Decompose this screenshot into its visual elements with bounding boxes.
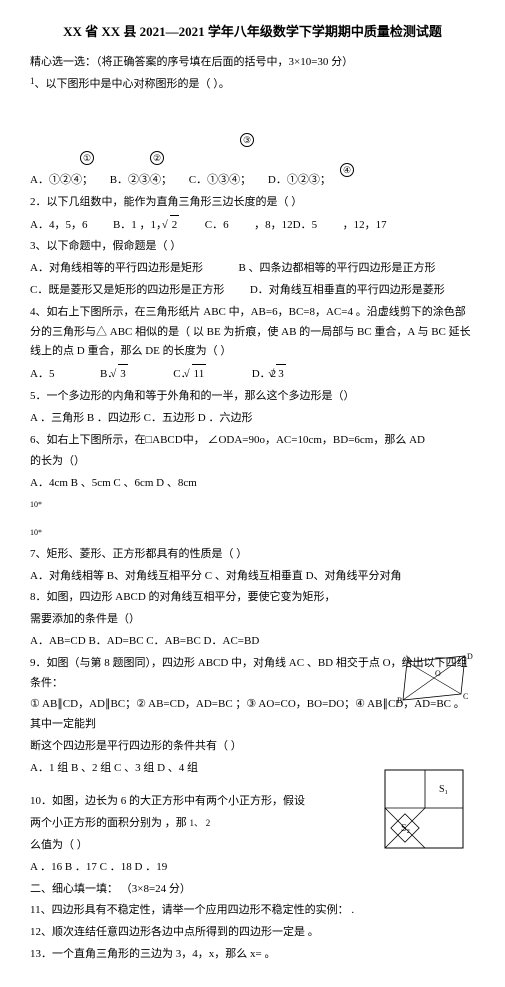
q2-opt-c: C．6 xyxy=(205,219,229,231)
q6-text: 6、如右上下图所示，在□ABCD中， ∠ODA=90o，AC=10cm，BD=6… xyxy=(30,431,475,451)
q3-row1: A．对角线相等的平行四边形是矩形 B 、四条边都相等的平行四边形是正方形 xyxy=(30,259,475,279)
svg-text:A: A xyxy=(404,654,410,663)
q1-options: A．①②④； B．②③④； C．①③④； D．①②③； xyxy=(30,171,475,191)
sqrt-icon: 2 xyxy=(170,215,180,236)
q2-text: 2．以下几组数中，能作为直角三角形三边长度的是（ ） xyxy=(30,193,475,213)
fig-num-3: ③ xyxy=(240,133,254,147)
sqrt-icon: 3 xyxy=(276,364,286,385)
q1-opt-c: C．①③④； xyxy=(189,174,251,186)
q2-opt-c3: ，12，17 xyxy=(343,219,387,231)
q3-opt-b: B 、四条边都相等的平行四边形是正方形 xyxy=(238,262,435,274)
q4-text: 4、如右上下图所示，在三角形纸片 ABC 中，AB=6，BC=8，AC=4 。沿… xyxy=(30,303,475,362)
q10-sub2: 2 xyxy=(206,818,211,828)
q3-opt-d: D．对角线互相垂直的平行四边形是菱形 xyxy=(250,284,445,296)
margin-mark-1: 10* xyxy=(30,498,475,512)
q5-options: A ．三角形 B ．四边形 C．五边形 D ．六边形 xyxy=(30,409,475,429)
exam-title: XX 省 XX 县 2021—2021 学年八年级数学下学期期中质量检测试题 xyxy=(30,20,475,43)
q10-text-b-span: 两个小正方形的面积分别为 ，那 xyxy=(30,817,187,829)
margin-mark-2: 10* xyxy=(30,526,475,540)
section-intro: 精心选一选：（将正确答案的序号填在后面的括号中，3×10=30 分） xyxy=(30,53,475,73)
q1-figures: ① ② ③ ④ xyxy=(30,103,475,163)
q8-text: 8．如图，四边形 ABCD 的对角线互相平分，要使它变为矩形， xyxy=(30,588,475,608)
sqrt-icon: 3 xyxy=(118,364,128,385)
q10-options: A ．16 B ．17 C ．18 D ．19 xyxy=(30,858,475,878)
svg-text:B: B xyxy=(397,696,402,705)
svg-text:S₁: S₁ xyxy=(439,784,448,795)
q3-opt-c: C．既是菱形又是矩形的四边形是正方形 xyxy=(30,284,224,296)
q4-options: A．5 B．3 C．11 D．23 xyxy=(30,364,475,385)
q10-sub1: 1、 xyxy=(190,818,204,828)
svg-text:C: C xyxy=(463,692,468,701)
q1-opt-b: B．②③④； xyxy=(110,174,172,186)
q11-text: 11、四边形具有不稳定性，请举一个应用四边形不稳定性的实例： . xyxy=(30,901,475,921)
fig-num-4: ④ xyxy=(340,163,354,177)
q3-text: 3、以下命题中，假命题是（ ） xyxy=(30,237,475,257)
q6-text-b: 的长为（） xyxy=(30,452,475,472)
q8-options: A．AB=CD B．AD=BC C．AB=BC D．AC=BD xyxy=(30,632,475,652)
svg-text:S₂: S₂ xyxy=(401,823,410,834)
q5-text: 5．一个多边形的内角和等于外角和的一半，那么这个多边形是（） xyxy=(30,387,475,407)
q2-options: A．4，5，6 B．1 ，1， 2 C．6 ，8，12D．5 ，12，17 xyxy=(30,215,475,236)
fig-num-2: ② xyxy=(150,151,164,165)
q2-opt-a: A．4，5，6 xyxy=(30,219,87,231)
svg-text:D: D xyxy=(467,652,473,661)
q12-text: 12、顺次连结任意四边形各边中点所得到的四边形一定是 。 xyxy=(30,923,475,943)
q3-row2: C．既是菱形又是矩形的四边形是正方形 D．对角线互相垂直的平行四边形是菱形 xyxy=(30,281,475,301)
q13-text: 13．一个直角三角形的三边为 3，4，x，那么 x= 。 xyxy=(30,945,475,965)
q6-options: A．4cm B 、5cm C 、6cm D 、8cm xyxy=(30,474,475,494)
q3-opt-a: A．对角线相等的平行四边形是矩形 xyxy=(30,262,203,274)
q1-opt-a: A．①②④； xyxy=(30,174,93,186)
q1-opt-d: D．①②③； xyxy=(268,174,331,186)
svg-text:O: O xyxy=(435,669,441,678)
q1-text: 、以下图形中是中心对称图形的是（ ）。 xyxy=(35,78,230,90)
q9-text-c: 断这个四边形是平行四边形的条件共有（ ） xyxy=(30,737,475,757)
rhombus-diagram: A D B C O xyxy=(395,654,475,704)
q2-opt-b: B．1 xyxy=(113,219,137,231)
q1-index: 1 xyxy=(30,76,35,86)
q2-opt-c2: ，8，12D．5 xyxy=(254,219,317,231)
squares-diagram: S₁ S₂ xyxy=(385,770,465,850)
fig-num-1: ① xyxy=(80,151,94,165)
section-2: 二、细心填一填： （3×8=24 分） xyxy=(30,880,475,900)
q7-options: A．对角线相等 B、对角线互相平分 C 、对角线互相垂直 D、对角线平分对角 xyxy=(30,567,475,587)
q8-text-b: 需要添加的条件是（） xyxy=(30,610,475,630)
q7-text: 7、矩形、菱形、正方形都具有的性质是（ ） xyxy=(30,545,475,565)
q4-opt-a: A．5 xyxy=(30,368,54,380)
sqrt-icon: 11 xyxy=(192,364,207,385)
